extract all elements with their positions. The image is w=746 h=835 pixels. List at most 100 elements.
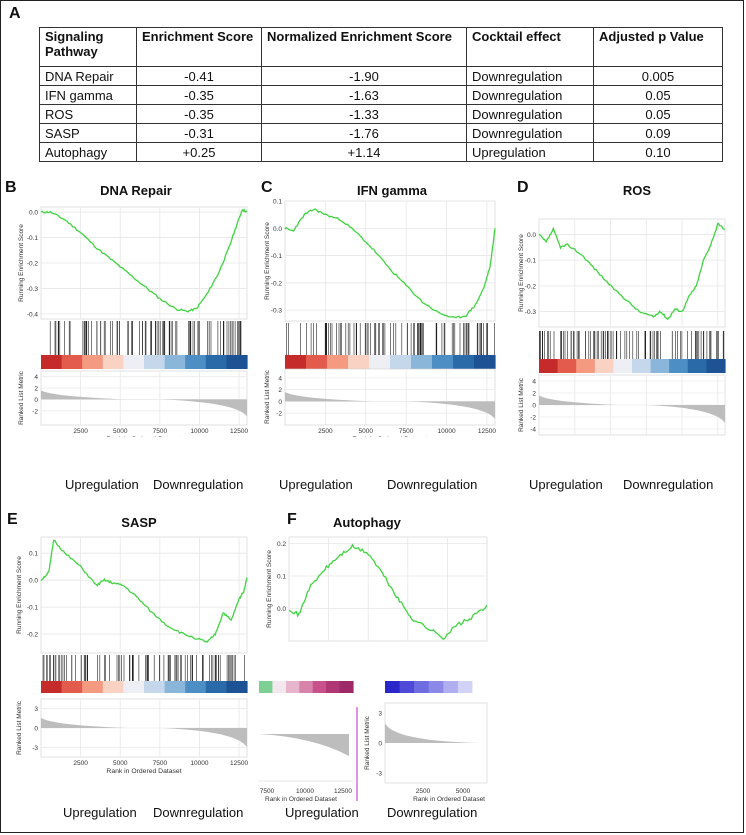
rank-heat-segment — [576, 359, 596, 373]
rank-heat-segment — [102, 681, 124, 693]
rank-heat-segment — [326, 681, 341, 693]
rank-ylabel: Ranked List Metric — [18, 370, 25, 425]
cell-effect: Downregulation — [466, 123, 594, 143]
rank-heat-segment — [669, 359, 689, 373]
cell-effect: Downregulation — [466, 85, 594, 105]
table-row: DNA Repair -0.41 -1.90 Downregulation 0.… — [39, 66, 723, 86]
es-plot-area — [288, 536, 488, 642]
ranked-metric-positive — [41, 717, 128, 728]
es-ytick-label: 0.0 — [29, 210, 38, 217]
rank-heat-segment — [539, 359, 559, 373]
es-ytick-label: 0.0 — [277, 606, 286, 613]
header-normalized-enrichment-score: Normalized Enrichment Score — [261, 27, 467, 67]
xtick-label: 10000 — [437, 428, 455, 435]
rank-heat-segment — [164, 355, 186, 369]
table-row: ROS -0.35 -1.33 Downregulation 0.05 — [39, 104, 723, 124]
chart-title-c: IFN gamma — [356, 183, 428, 198]
rank-ytick-label: -2 — [32, 408, 38, 415]
es-ytick-label: 0.0 — [527, 232, 536, 239]
panel-c: C IFN gamma 0.1 0.0 -0.1 -0.2 -0.3 Running En… — [257, 177, 507, 502]
xtick-label: 5000 — [113, 760, 128, 767]
es-ytick-label: -0.3 — [27, 286, 39, 293]
panel-label-e: E — [7, 511, 18, 528]
rank-heat-segment — [205, 355, 227, 369]
panel-f: F Autophagy 0.2 0.1 0.0 Running Enrichment … — [257, 509, 493, 834]
es-ytick-label: -0.3 — [271, 308, 283, 315]
rank-ytick-label: 3 — [378, 711, 382, 718]
es-ylabel: Running Enrichment Score — [16, 556, 23, 634]
xtick-label: 12500 — [478, 428, 496, 435]
rank-heat-segment — [457, 681, 474, 693]
es-ylabel: Running Enrichment Score — [266, 550, 273, 628]
rank-heat-segment — [144, 355, 166, 369]
ranked-metric-positive — [539, 395, 618, 405]
panel-label-b: B — [5, 179, 17, 196]
header-enrichment-score: Enrichment Score — [136, 27, 262, 67]
rank-heat-segment — [226, 681, 248, 693]
rank-ytick-label: -3 — [32, 745, 38, 752]
rank-heat-segment — [428, 681, 444, 693]
running-es-line — [40, 539, 248, 643]
xtick-label: 7500 — [260, 788, 275, 795]
table-row: IFN gamma -0.35 -1.63 Downregulation 0.0… — [39, 85, 723, 105]
es-ylabel: Running Enrichment Score — [18, 224, 25, 302]
ranked-metric-positive — [385, 723, 481, 743]
ranked-metric-negative — [259, 734, 349, 756]
upregulation-label: Upregulation — [529, 477, 603, 492]
ranked-metric-negative — [646, 405, 725, 423]
rank-heat-segment — [414, 681, 430, 693]
cell-nes: -1.63 — [261, 85, 467, 105]
rank-ytick-label: 0 — [34, 397, 38, 404]
xtick-label: 12500 — [230, 760, 248, 767]
es-ytick-label: -0.2 — [27, 261, 39, 268]
rank-ytick-label: 4 — [278, 375, 282, 382]
rank-heat-segment — [432, 355, 454, 369]
rank-heat-segment — [650, 359, 670, 373]
rank-heat-segment — [613, 359, 633, 373]
rank-heat-segment — [399, 681, 415, 693]
cell-padj: 0.09 — [593, 123, 723, 143]
ranked-metric-negative — [160, 728, 247, 748]
downregulation-label: Downregulation — [623, 477, 714, 492]
rank-heat-segment — [339, 681, 354, 693]
rank-heat-segment — [144, 681, 166, 693]
rank-heat-segment — [327, 355, 349, 369]
gsea-plot-ifn-gamma: 0.1 0.0 -0.1 -0.2 -0.3 Running Enrichment Sco… — [264, 199, 496, 437]
rank-heat-segment — [102, 355, 124, 369]
rank-heat-segment — [123, 681, 145, 693]
rank-ytick-label: 2 — [278, 387, 282, 394]
rank-heat-segment — [285, 355, 307, 369]
xtick-label: 10000 — [296, 788, 314, 795]
gsea-plot-sasp: 0.1 0.0 -0.1 -0.2 Running Enrichment Score 3 0… — [16, 536, 248, 775]
rank-heat-segment — [474, 355, 496, 369]
rank-heat-segment — [285, 681, 300, 693]
xlabel: Rank in Ordered Dataset — [352, 436, 427, 437]
upregulation-label: Upregulation — [65, 477, 139, 492]
cell-nes: +1.14 — [261, 142, 467, 162]
xtick-label: 7500 — [153, 428, 168, 435]
rank-heat-segment — [61, 681, 83, 693]
cell-es: -0.35 — [136, 85, 262, 105]
rank-heat-segment — [299, 681, 314, 693]
panel-b: B DNA Repair 0.0 -0.1 -0.2 -0.3 -0.4 Running … — [1, 177, 251, 502]
rank-ytick-label: 2 — [34, 386, 38, 393]
rank-heat-segment — [82, 681, 104, 693]
xtick-label: 2500 — [318, 428, 333, 435]
xtick-label: 12500 — [230, 428, 248, 435]
xtick-label: 2500 — [73, 428, 88, 435]
header-signaling-pathway: Signaling Pathway — [39, 27, 137, 67]
ranked-metric-negative — [406, 401, 495, 420]
es-ytick-label: -0.1 — [271, 253, 283, 260]
xtick-label: 5000 — [456, 788, 471, 795]
es-ytick-label: -0.4 — [27, 311, 39, 318]
chart-title-d: ROS — [622, 183, 652, 198]
rank-ytick-label: 3 — [34, 706, 38, 713]
rank-heat-segment — [82, 355, 104, 369]
xtick-label: 2500 — [73, 760, 88, 767]
cell-effect: Upregulation — [466, 142, 594, 162]
rank-ytick-label: 4 — [532, 379, 536, 386]
rank-heat-segment — [632, 359, 652, 373]
cell-effect: Downregulation — [466, 66, 594, 86]
cell-pathway: IFN gamma — [39, 85, 137, 105]
